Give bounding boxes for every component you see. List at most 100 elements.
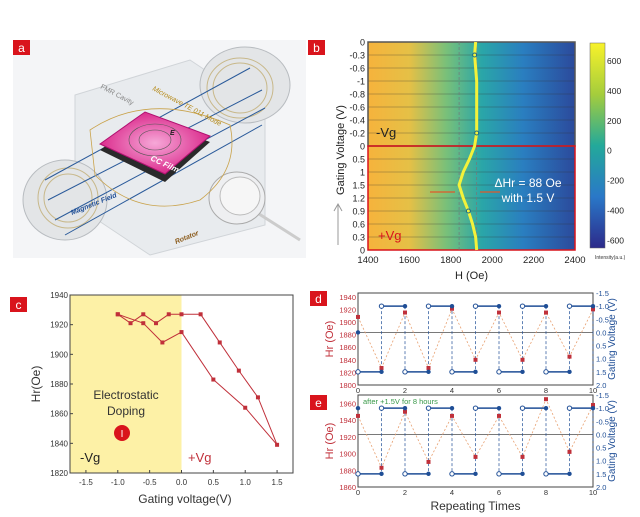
y-tick-label: 1900 [339,318,356,327]
hr-data-point [591,403,595,408]
y-tick-label: -0.4 [349,116,365,126]
y2-tick-label: 0.0 [596,430,606,439]
y-tick-label: 1860 [339,343,356,352]
x-tick-label: 4 [450,386,454,395]
electrostatic-region [70,295,182,473]
y2-tick-label: -1.0 [596,302,609,311]
voltage-filled-point [520,471,525,477]
region-label: Electrostatic [93,388,158,402]
y-axis-label: Hr (Oe) [324,321,336,358]
data-point [211,377,216,382]
resonance-marker [474,130,480,136]
neg-vg-label: -Vg [376,125,396,140]
voltage-filled-point [402,405,408,411]
y2-tick-label: 0.0 [596,328,606,337]
y-tick-label: 1940 [339,293,356,302]
y-tick-label: 0 [360,38,365,48]
y-tick-label: 1.5 [352,181,365,191]
badge-circle [114,425,130,441]
voltage-filled-point [449,303,455,309]
x-tick-label: -0.5 [143,478,157,487]
y2-axis-label: Gating Voltage (V) [607,298,618,380]
y2-tick-label: 1.0 [596,355,606,364]
hr-data-point [544,397,548,402]
colorbar-label: Intensity(a.u.) [595,255,626,261]
voltage-start-point [355,330,361,335]
x-tick-label: 0 [356,488,360,497]
y-tick-label: -0.3 [349,51,365,61]
voltage-filled-point [473,471,478,477]
voltage-filled-point [379,369,384,375]
data-point [179,312,184,317]
delta-hr-annotation-2: with 1.5 V [501,191,555,205]
hr-data-point [591,307,595,312]
y2-tick-label: -1.5 [596,391,609,400]
y-tick-label: 0.5 [352,155,365,165]
y2-tick-label: -1.0 [596,404,609,413]
voltage-filled-point [402,303,408,309]
voltage-open-point [425,405,432,411]
rotator [208,171,301,242]
x-tick-label: 0.0 [176,478,188,487]
voltage-open-point [519,303,526,309]
voltage-open-point [402,369,408,375]
y-tick-label: 1900 [339,450,356,459]
y-axis-label: Gating Voltage (V) [335,105,347,195]
hr-data-point [473,357,478,362]
y2-tick-label: 1.5 [596,470,606,479]
x-tick-label: 1400 [357,255,378,266]
y-tick-label: 1920 [50,321,68,330]
x-axis-label: H (Oe) [455,270,488,282]
y-tick-label: 0.9 [352,207,365,217]
panel-label-d: d [315,292,322,306]
hr-data-point [403,409,407,414]
voltage-filled-point [590,405,596,411]
x-tick-label: 8 [544,386,548,395]
y2-tick-label: 1.0 [596,457,606,466]
y-tick-label: 1940 [50,291,68,300]
pos-vg-label: +Vg [188,450,212,465]
y-tick-label: 1840 [50,439,68,448]
data-point [154,321,159,326]
y-tick-label: 1960 [339,399,356,408]
y2-tick-label: 0.5 [596,444,606,453]
y2-tick-label: 1.5 [596,368,606,377]
y-tick-label: 1920 [339,433,356,442]
hr-data-point [356,314,360,319]
voltage-open-point [449,369,455,375]
colorbar-tick-label: 0 [607,146,612,156]
colorbar-tick-label: -600 [607,236,624,246]
data-point [179,330,184,335]
x-tick-label: -1.0 [111,478,125,487]
voltage-filled-point [520,369,525,375]
voltage-open-point [355,369,361,375]
y-tick-label: 1920 [339,305,356,314]
y-tick-label: 1840 [339,356,356,365]
voltage-open-point [566,303,573,309]
x-tick-label: 1.5 [272,478,284,487]
voltage-open-point [355,471,361,477]
x-tick-label: 1.0 [240,478,252,487]
cc-film [99,111,211,182]
voltage-filled-point [473,369,478,375]
voltage-open-point [472,405,479,411]
voltage-filled-point [543,405,549,411]
x-tick-label: 2400 [564,255,585,266]
x-tick-label: 2000 [482,255,503,266]
label-e-field: E [170,130,175,137]
panel-label-c: c [16,298,22,312]
panel-label-b: b [313,41,320,55]
voltage-open-point [378,303,385,309]
y-tick-label: 0 [360,142,365,152]
hr-data-point [450,413,454,418]
panel-label-e-box [310,395,327,410]
y2-tick-label: 2.0 [596,381,606,390]
hr-data-point [426,365,431,370]
hr-data-point [426,459,431,464]
colorbar-tick-label: -200 [607,176,624,186]
voltage-open-point [496,369,502,375]
data-point [275,442,280,447]
y-tick-label: 1820 [339,368,356,377]
panel-label-c-box [10,297,27,312]
